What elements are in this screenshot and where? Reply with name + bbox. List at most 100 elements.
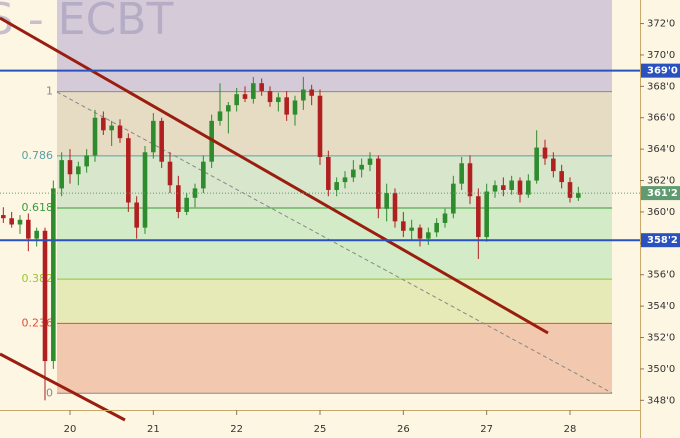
candle-body xyxy=(451,183,456,214)
candle-body xyxy=(559,171,564,183)
candle-body xyxy=(401,221,406,231)
candle-body xyxy=(117,125,123,139)
candle-body xyxy=(259,83,264,92)
price-label: 361'2 xyxy=(647,188,678,199)
candle-body xyxy=(67,160,73,175)
candle-body xyxy=(84,155,89,167)
trend-line xyxy=(0,352,126,422)
fib-level-label: 0 xyxy=(46,386,53,399)
watermark-title: S - ECBT xyxy=(0,0,173,45)
y-tick-label: 372'0 xyxy=(647,19,675,30)
price-label-box xyxy=(641,63,680,78)
fib-band xyxy=(57,91,612,156)
candle-body xyxy=(367,158,373,165)
candle-body xyxy=(9,218,14,225)
candle-body xyxy=(276,97,281,103)
y-tick-label: 364'0 xyxy=(647,144,675,155)
candle-body xyxy=(517,180,523,195)
candle-body xyxy=(59,160,64,189)
candle-body xyxy=(184,197,189,212)
x-tick-label: 22 xyxy=(230,424,243,435)
candle-body xyxy=(334,182,339,190)
fib-band xyxy=(57,279,612,324)
price-label-box xyxy=(641,186,680,201)
candle-body xyxy=(326,156,331,190)
candle-body xyxy=(476,196,481,238)
candle-body xyxy=(567,182,573,198)
y-tick-label: 350'0 xyxy=(647,364,675,375)
candle-body xyxy=(351,169,356,178)
fib-level-label: 0.786 xyxy=(22,149,54,162)
candle-body xyxy=(292,100,298,115)
candle-body xyxy=(442,213,448,223)
x-tick-label: 20 xyxy=(64,424,77,435)
candle-body xyxy=(434,222,439,233)
fib-band xyxy=(57,0,612,92)
price-label-box xyxy=(641,233,680,248)
candle-body xyxy=(26,219,31,239)
candle-body xyxy=(284,97,289,115)
candle-body xyxy=(309,89,314,96)
candle-body xyxy=(301,89,306,101)
candle-body xyxy=(551,158,556,172)
candle-body xyxy=(384,193,389,209)
candle-body xyxy=(76,166,81,175)
fib-band xyxy=(57,323,612,394)
candle-body xyxy=(267,91,273,103)
candle-body xyxy=(126,138,131,203)
y-tick-label: 370'0 xyxy=(647,50,675,61)
candle-body xyxy=(176,185,181,212)
candle-body xyxy=(509,180,514,190)
y-tick-label: 356'0 xyxy=(647,270,675,281)
candle-body xyxy=(242,94,248,99)
candle-body xyxy=(234,94,239,106)
fib-bands xyxy=(57,0,612,394)
x-tick-label: 28 xyxy=(564,424,577,435)
candle-body xyxy=(42,230,48,362)
candle-body xyxy=(159,120,164,162)
candle-body xyxy=(92,117,98,156)
fib-level-label: 0.382 xyxy=(22,272,54,285)
price-label: 358'2 xyxy=(647,235,678,246)
candle-body xyxy=(134,202,139,228)
candle-body xyxy=(417,227,423,239)
fib-levels: 1 0.786 0.618 0.382 0.236 0 xyxy=(22,85,612,399)
y-tick-label: 362'0 xyxy=(647,176,675,187)
y-tick-label: 348'0 xyxy=(647,395,675,406)
candle-body xyxy=(526,180,531,195)
x-tick-label: 21 xyxy=(147,424,160,435)
candle-body xyxy=(142,152,148,228)
candle-body xyxy=(317,95,323,157)
candle-body xyxy=(484,191,489,238)
candle-body xyxy=(409,227,414,231)
candle-body xyxy=(467,163,473,197)
axes: 348'0350'0352'0354'0356'0358'0360'0362'0… xyxy=(0,19,680,435)
candle-body xyxy=(17,219,23,225)
candle-body xyxy=(342,177,348,183)
candle-body xyxy=(34,230,39,239)
candle-body xyxy=(534,147,539,181)
fib-diagonal xyxy=(56,91,613,394)
candle-body xyxy=(251,83,256,99)
fib-level-label: 0.618 xyxy=(22,201,54,214)
candle-body xyxy=(226,105,231,112)
candle-body xyxy=(576,193,581,198)
candle-body xyxy=(167,161,173,186)
candle-body xyxy=(459,163,464,184)
y-tick-label: 352'0 xyxy=(647,333,675,344)
candle-body xyxy=(1,215,6,219)
candle-body xyxy=(109,125,114,131)
y-tick-label: 354'0 xyxy=(647,301,675,312)
candle-body xyxy=(376,158,381,209)
fib-level-label: 0.236 xyxy=(22,316,54,329)
x-tick-label: 26 xyxy=(397,424,410,435)
fib-band xyxy=(57,208,612,280)
candle-body xyxy=(542,147,548,159)
x-tick-label: 27 xyxy=(480,424,493,435)
candle-body xyxy=(151,120,156,153)
candle-body xyxy=(101,117,106,131)
candle-body xyxy=(51,188,56,362)
fib-level-label: 1 xyxy=(46,85,53,98)
candle-body xyxy=(492,185,498,192)
